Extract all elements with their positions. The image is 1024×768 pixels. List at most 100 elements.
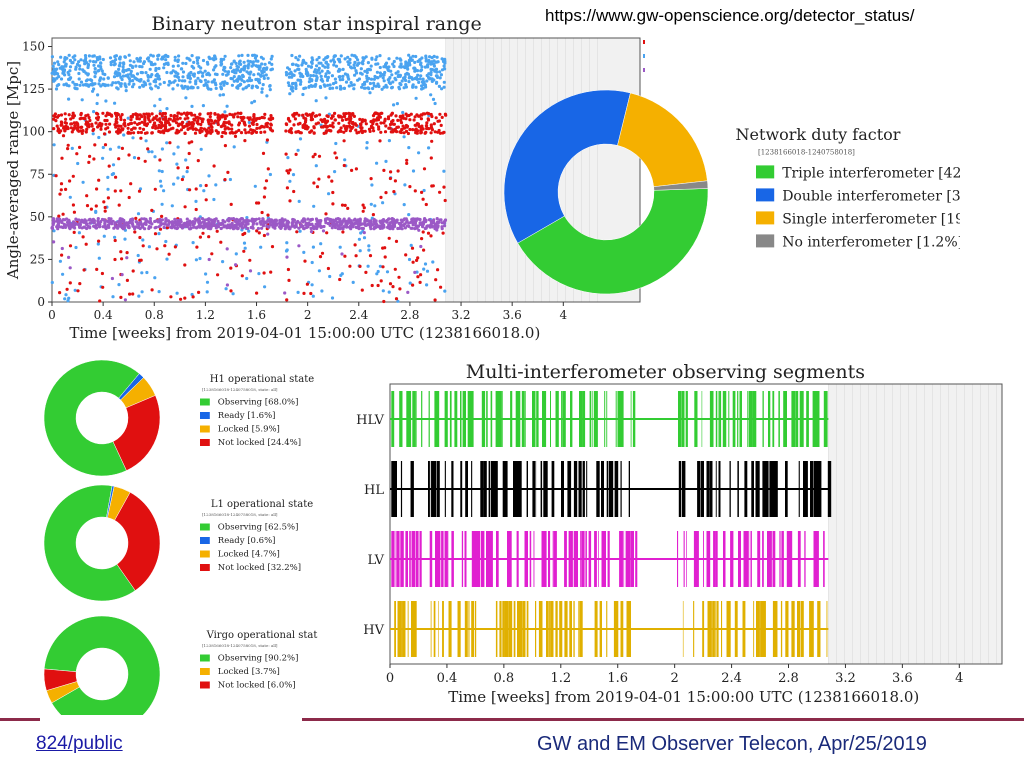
h1-legend-label: Ready [1.6%] — [218, 411, 276, 421]
detector-status-url[interactable]: https://www.gw-openscience.org/detector_… — [545, 6, 915, 25]
l1-point — [246, 64, 250, 68]
h1-point — [361, 209, 365, 213]
segment-block — [635, 531, 638, 587]
v1-point — [198, 225, 202, 229]
segment-block — [770, 461, 772, 517]
gracedb-link[interactable]: 824/public — [36, 733, 123, 754]
h1-point — [441, 231, 445, 235]
l1-point — [54, 71, 58, 75]
h1-point — [224, 121, 229, 125]
l1-point — [59, 55, 63, 59]
segment-block — [732, 391, 734, 447]
l1-point — [364, 55, 368, 59]
h1-point — [288, 199, 292, 203]
h1-point — [173, 114, 177, 118]
segment-block — [567, 461, 571, 517]
v1-point — [175, 226, 179, 231]
l1-point — [296, 290, 300, 294]
h1-point — [419, 273, 423, 277]
l1-point — [343, 57, 347, 61]
l1-point — [359, 67, 363, 71]
l1-point — [146, 79, 150, 83]
l1-point — [257, 272, 261, 276]
h1-point — [129, 131, 133, 135]
l1-point — [441, 59, 446, 64]
seg-x-tick-label: 2.4 — [721, 671, 742, 686]
v1-point — [342, 217, 346, 221]
h1-point — [57, 214, 61, 218]
segment-block — [515, 391, 517, 447]
h1-point — [432, 122, 436, 126]
h1-point — [193, 131, 198, 135]
l1-point — [55, 67, 59, 71]
h1-point — [360, 288, 364, 292]
h1-point — [425, 121, 429, 125]
segment-block — [544, 461, 546, 517]
l1-point — [177, 54, 181, 58]
segment-block — [768, 391, 771, 447]
segment-block — [606, 461, 609, 517]
v1-point — [103, 219, 107, 223]
h1-point — [421, 112, 425, 116]
l1-point — [232, 59, 236, 63]
l1-point — [374, 62, 378, 66]
x-tick-label: 0.8 — [145, 308, 164, 322]
v1-point — [225, 224, 229, 228]
l1-point — [68, 195, 72, 199]
segment-block — [465, 461, 468, 517]
h1-point — [368, 254, 373, 258]
l1-point — [149, 53, 153, 57]
seg-x-tick-label: 3.2 — [835, 671, 856, 686]
network-slice-0 — [517, 188, 709, 295]
h1-point — [113, 257, 117, 262]
h1-point — [303, 259, 307, 263]
h1-point — [105, 118, 109, 123]
segment-block — [619, 391, 621, 447]
h1-point — [364, 122, 368, 126]
h1-point — [246, 116, 250, 120]
v1-point — [266, 232, 270, 236]
h1-point — [167, 128, 171, 132]
v1-point — [243, 219, 247, 223]
l1-point — [337, 75, 341, 79]
l1-point — [150, 73, 154, 77]
h1-point — [215, 229, 219, 233]
l1-point — [350, 83, 354, 87]
segment-block — [695, 531, 699, 587]
l1-point — [265, 66, 269, 70]
l1-point — [179, 67, 183, 71]
segment-block — [554, 531, 556, 587]
h1-point — [216, 131, 220, 135]
l1-point — [103, 72, 107, 77]
l1-point — [349, 81, 353, 85]
l1-point — [245, 216, 249, 220]
l1-point — [164, 58, 168, 62]
l1-point — [407, 213, 411, 217]
h1-point — [87, 123, 91, 127]
l1-point — [249, 70, 253, 74]
l1-point — [228, 177, 232, 182]
l1-point — [175, 291, 179, 295]
h1-point — [141, 244, 145, 248]
h1-point — [287, 278, 291, 282]
h1-point — [383, 130, 388, 134]
l1-point — [378, 65, 382, 70]
l1-point — [127, 53, 131, 57]
l1-point — [270, 54, 274, 59]
l1-point — [366, 264, 370, 268]
v1-point — [431, 221, 435, 225]
h1-point — [82, 116, 86, 120]
h1-point — [194, 128, 199, 132]
h1-point — [84, 122, 88, 126]
segment-block — [786, 531, 791, 587]
h1-point — [294, 152, 298, 156]
l1-point — [262, 66, 266, 70]
virgo-legend-label: Observing [90.2%] — [218, 654, 299, 664]
h1-point — [114, 125, 118, 129]
l1-point — [375, 161, 379, 165]
h1-point — [201, 231, 205, 235]
h1-point — [367, 127, 372, 131]
v1-point — [298, 221, 302, 225]
v1-point — [188, 227, 192, 231]
segment-block — [610, 461, 614, 517]
